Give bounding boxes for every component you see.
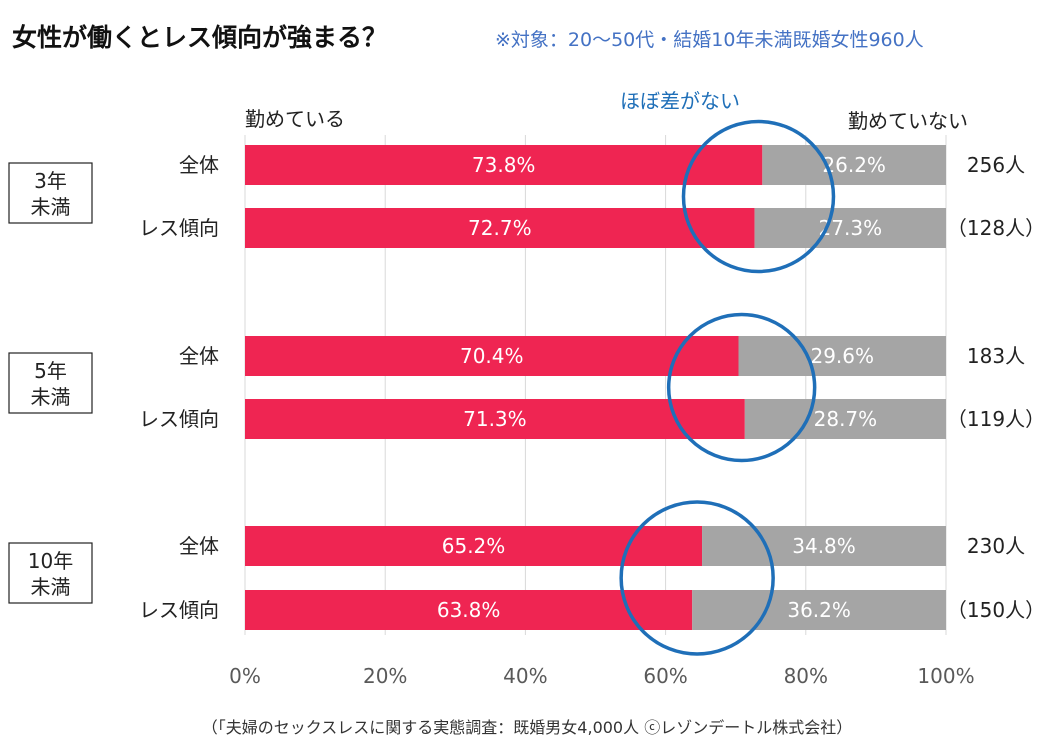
bar-working xyxy=(245,526,703,566)
bar-value-label-working: 65.2% xyxy=(442,534,506,558)
row-label: レス傾向 xyxy=(139,407,219,431)
chart-title: 女性が働くとレス傾向が強まる？ xyxy=(12,23,387,52)
bar-value-label-working: 63.8% xyxy=(437,598,501,622)
count-label: （128人） xyxy=(947,216,1045,240)
bar-value-label-working: 71.3% xyxy=(463,407,527,431)
bar-not-working xyxy=(702,526,946,566)
bar-value-label-not-working: 29.6% xyxy=(810,344,874,368)
row-label: 全体 xyxy=(179,534,219,558)
bar-value-label-not-working: 28.7% xyxy=(814,407,878,431)
highlight-circle xyxy=(681,119,836,274)
row-label: 全体 xyxy=(179,153,219,177)
group-label: 3年 xyxy=(34,169,67,193)
bar-working xyxy=(245,590,693,630)
bar-not-working xyxy=(738,336,946,376)
x-tick-label: 40% xyxy=(503,664,547,688)
count-label: （119人） xyxy=(947,407,1045,431)
row-label: レス傾向 xyxy=(139,216,219,240)
x-tick-label: 80% xyxy=(784,664,828,688)
source-note: （「夫婦のセックスレスに関する実態調査：既婚男女4,000人 ⓒレゾンデートル株… xyxy=(202,718,852,737)
bar-not-working xyxy=(692,590,946,630)
row-label: レス傾向 xyxy=(139,598,219,622)
bar-value-label-working: 72.7% xyxy=(468,216,532,240)
count-label: 183人 xyxy=(967,344,1025,368)
bar-value-label-working: 70.4% xyxy=(460,344,524,368)
bar-working xyxy=(245,336,739,376)
group-label: 未満 xyxy=(31,195,71,219)
group-label-box xyxy=(8,352,93,414)
x-tick-label: 20% xyxy=(363,664,407,688)
row-label: 全体 xyxy=(179,344,219,368)
group-label-box xyxy=(8,162,93,224)
highlight-circle xyxy=(619,500,775,656)
group-label: 未満 xyxy=(31,575,71,599)
legend-working-label: 勤めている xyxy=(245,107,345,131)
count-label: 230人 xyxy=(967,534,1025,558)
group-label: 未満 xyxy=(31,385,71,409)
count-label: （150人） xyxy=(947,598,1045,622)
bar-working xyxy=(245,145,763,185)
bar-value-label-not-working: 34.8% xyxy=(792,534,856,558)
group-label-box xyxy=(8,542,93,604)
bar-working xyxy=(245,399,745,439)
x-axis: 0% 20% 40% 60% 80% 100% xyxy=(229,664,974,688)
chart-subtitle: ※対象：20～50代・結婚10年未満既婚女性960人 xyxy=(495,29,924,51)
x-tick-label: 100% xyxy=(917,664,974,688)
bar-value-label-not-working: 26.2% xyxy=(822,153,886,177)
group-label: 5年 xyxy=(34,359,67,383)
x-tick-label: 60% xyxy=(643,664,687,688)
group-label: 10年 xyxy=(28,549,73,573)
highlight-circle xyxy=(666,312,817,463)
bar-value-label-working: 73.8% xyxy=(472,153,536,177)
bar-value-label-not-working: 36.2% xyxy=(787,598,851,622)
legend-not-working-label: 勤めていない xyxy=(848,109,968,133)
count-label: 256人 xyxy=(967,153,1025,177)
bar-working xyxy=(245,208,755,248)
highlight-circles xyxy=(619,119,836,656)
bar-not-working xyxy=(754,208,946,248)
bar-not-working xyxy=(762,145,946,185)
annotation-no-difference: ほぼ差がない xyxy=(620,89,740,113)
x-tick-label: 0% xyxy=(229,664,261,688)
bar-not-working xyxy=(744,399,946,439)
